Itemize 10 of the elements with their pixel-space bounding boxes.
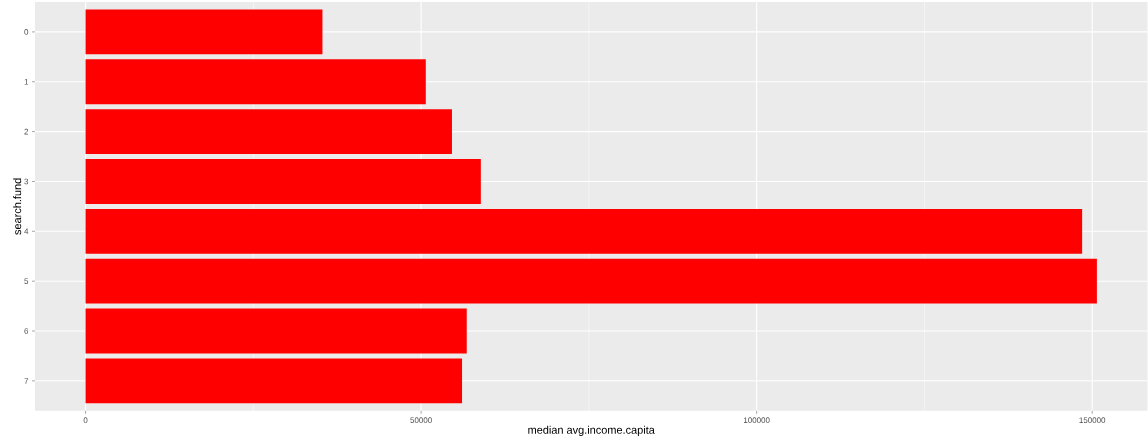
y-axis-title: search.fund — [13, 178, 22, 235]
bar — [85, 209, 1083, 254]
bar — [85, 59, 426, 105]
bar — [85, 258, 1097, 304]
bar — [85, 159, 481, 205]
x-axis-title: median avg.income.capita — [528, 425, 655, 437]
bar — [85, 358, 463, 404]
bar — [85, 109, 452, 155]
bar — [85, 308, 467, 354]
bar — [85, 9, 323, 55]
